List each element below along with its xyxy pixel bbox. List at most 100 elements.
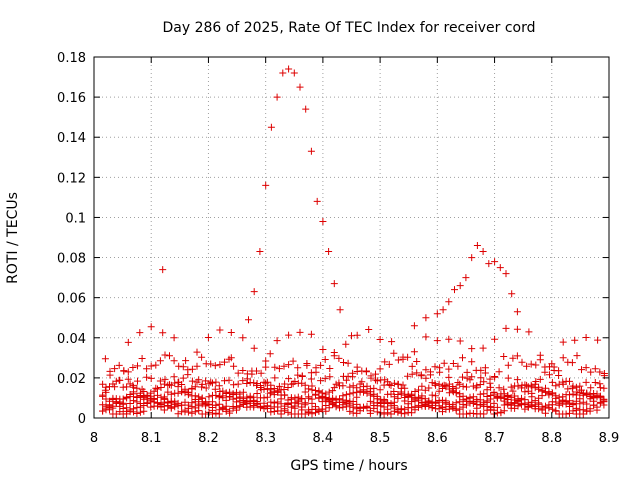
data-point [445, 405, 453, 413]
data-point [147, 323, 155, 331]
data-point [483, 393, 491, 400]
x-tick-label: 8.4 [313, 431, 334, 446]
data-point [421, 403, 429, 410]
data-point [115, 361, 123, 369]
data-point [394, 356, 402, 364]
data-point [504, 393, 512, 400]
data-point [596, 394, 604, 402]
data-point [593, 393, 601, 401]
data-point [586, 407, 594, 415]
data-point [211, 362, 219, 370]
data-point [156, 377, 164, 385]
data-point [102, 395, 110, 403]
data-point [170, 334, 178, 342]
y-tick-label: 0.08 [57, 252, 86, 267]
data-point [370, 384, 378, 392]
y-tick-label: 0.16 [57, 91, 86, 106]
data-point [134, 362, 141, 370]
data-point [431, 380, 439, 388]
data-point [422, 366, 430, 374]
data-point [579, 398, 587, 406]
data-point [147, 362, 155, 370]
data-point [536, 375, 544, 383]
data-point [566, 391, 573, 399]
data-point [230, 381, 238, 389]
data-point [124, 368, 132, 376]
data-point [294, 393, 302, 401]
data-point [322, 394, 330, 401]
data-point [344, 359, 352, 367]
data-point [329, 387, 337, 395]
data-point [480, 398, 488, 406]
data-point [587, 368, 595, 376]
data-point [509, 354, 517, 362]
data-point [239, 367, 247, 374]
data-point [126, 393, 134, 401]
data-point [184, 389, 192, 397]
data-point [184, 366, 192, 374]
data-point [415, 386, 422, 394]
data-point [445, 365, 453, 373]
data-point [373, 395, 381, 403]
data-point [301, 388, 309, 396]
data-point [365, 326, 373, 333]
data-point [253, 390, 261, 397]
data-point [160, 406, 168, 414]
data-point [562, 410, 570, 418]
data-point [422, 333, 430, 341]
data-point [202, 398, 210, 406]
data-point [518, 401, 525, 409]
data-point [459, 382, 467, 390]
data-point [586, 391, 594, 399]
data-point [188, 384, 196, 392]
data-point [555, 401, 563, 409]
data-point [408, 370, 416, 378]
data-point [552, 382, 560, 390]
data-point [367, 372, 375, 380]
data-point [579, 406, 587, 414]
data-point [250, 288, 258, 296]
data-point [495, 384, 503, 392]
data-point [109, 394, 117, 402]
data-point [315, 387, 323, 395]
data-point [445, 373, 453, 381]
data-point [274, 388, 282, 396]
data-point [115, 376, 123, 384]
data-point [490, 389, 498, 397]
data-point [594, 336, 602, 344]
data-point [188, 392, 196, 400]
data-point [468, 254, 476, 262]
data-point [270, 399, 278, 407]
data-point [449, 388, 457, 396]
data-point [181, 398, 189, 406]
data-point [559, 354, 567, 362]
data-point [591, 379, 599, 386]
data-point [336, 306, 344, 314]
data-point [385, 360, 393, 368]
data-point [123, 410, 131, 418]
data-point [568, 359, 576, 367]
data-point [307, 375, 315, 383]
data-point [362, 367, 370, 375]
data-point [545, 401, 553, 409]
data-point [222, 389, 230, 397]
data-point [571, 336, 579, 344]
data-point [590, 394, 598, 402]
data-point [301, 410, 309, 418]
data-point [342, 340, 350, 348]
data-point [404, 390, 412, 398]
data-point [326, 373, 334, 381]
data-point [531, 405, 539, 413]
data-point [246, 399, 254, 407]
data-point [521, 396, 529, 404]
data-point [226, 388, 234, 396]
data-point [211, 385, 219, 393]
data-point [285, 361, 293, 369]
data-point [463, 383, 470, 391]
data-point [518, 358, 526, 366]
y-tick-label: 0.06 [57, 292, 86, 307]
data-point [431, 363, 439, 371]
data-point [411, 396, 419, 404]
data-point [284, 408, 292, 416]
data-point [227, 354, 235, 362]
